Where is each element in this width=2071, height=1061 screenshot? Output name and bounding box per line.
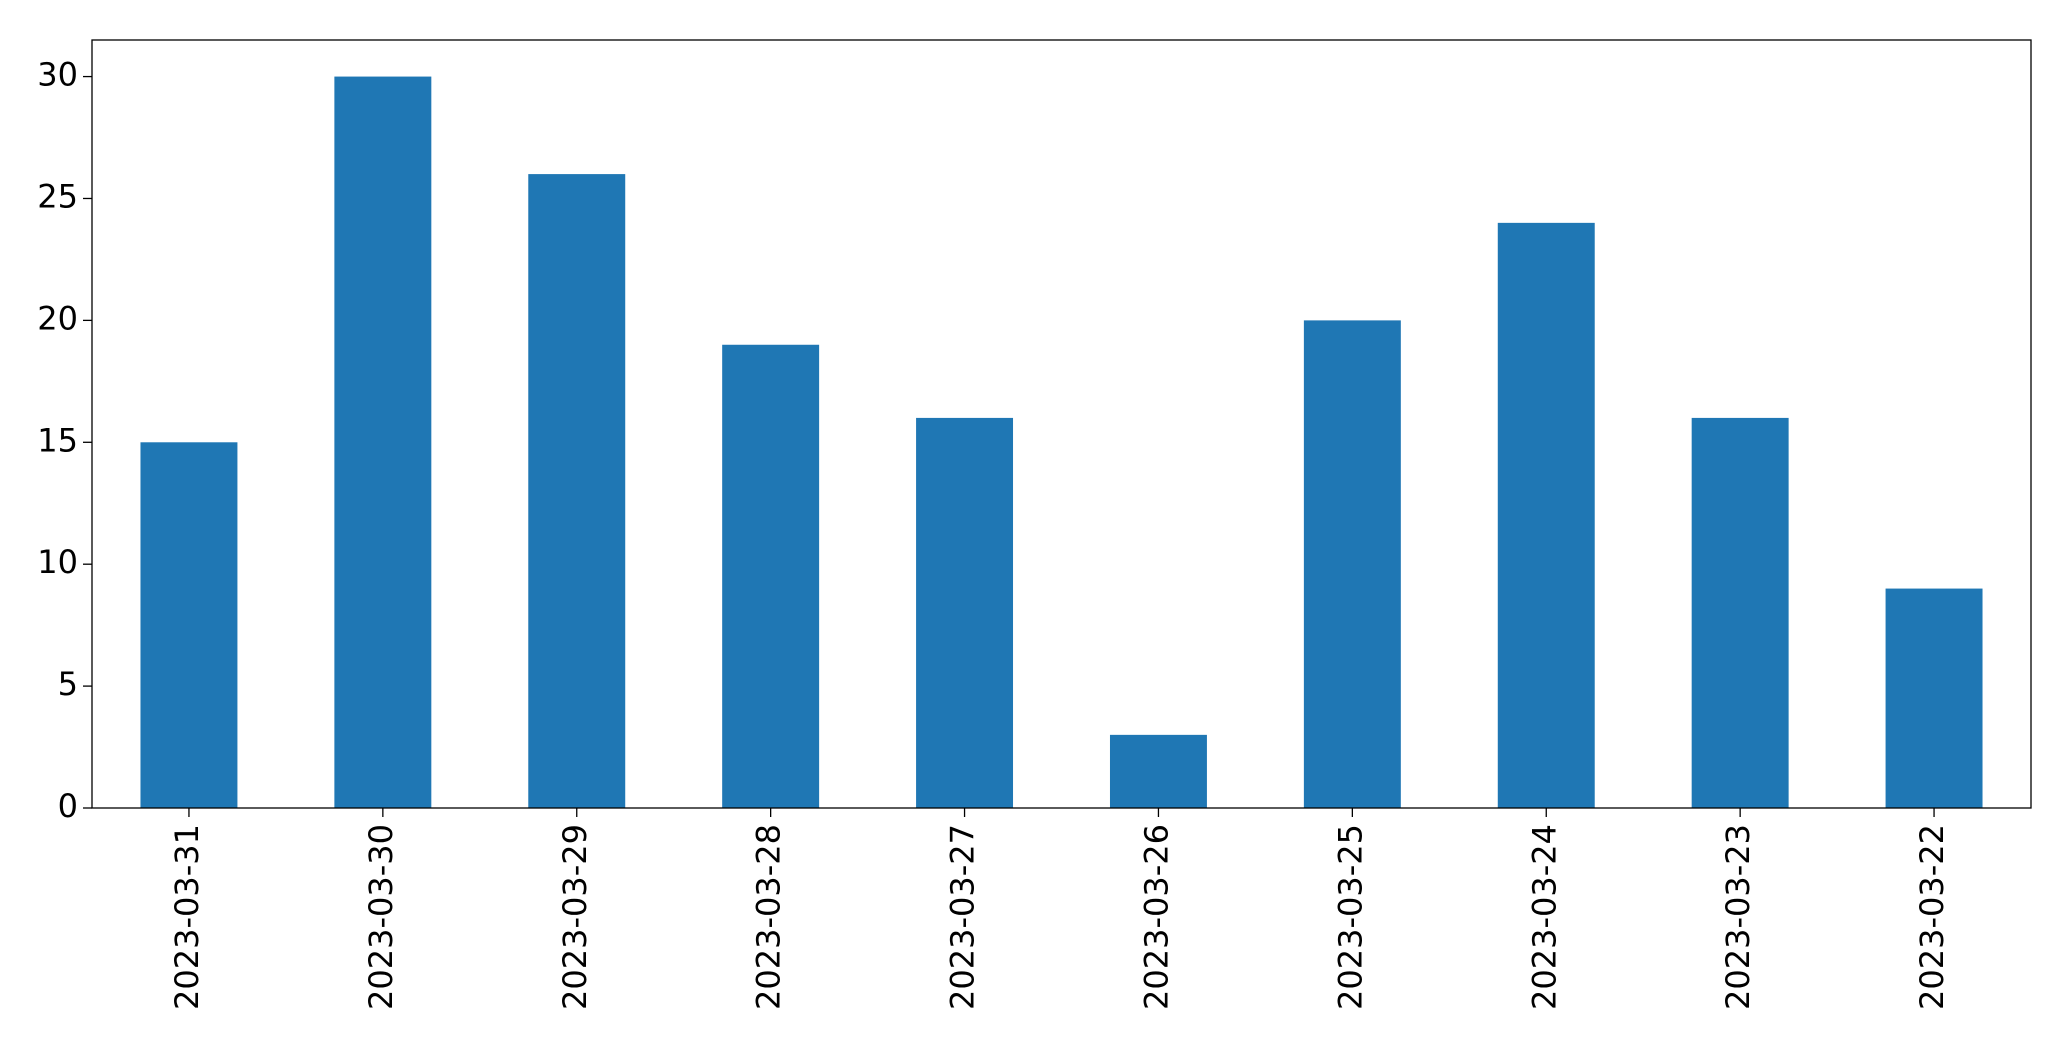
x-tick-label: 2023-03-28 [750, 824, 788, 1010]
bar [140, 442, 238, 808]
x-tick-label: 2023-03-22 [1913, 824, 1951, 1010]
y-tick-label: 20 [37, 299, 78, 337]
plot-frame [91, 39, 2032, 809]
bar [528, 174, 626, 809]
x-tick-label: 2023-03-29 [556, 824, 594, 1010]
x-tick-label: 2023-03-31 [168, 824, 206, 1010]
y-tick-label: 25 [37, 177, 78, 215]
y-tick-label: 15 [37, 421, 78, 459]
y-tick-label: 0 [58, 787, 78, 825]
bar [916, 417, 1014, 808]
bar [722, 344, 820, 808]
bar [1109, 734, 1207, 808]
y-tick-label: 10 [37, 543, 78, 581]
bar [334, 76, 432, 809]
x-tick-label: 2023-03-25 [1331, 824, 1369, 1010]
x-tick-label: 2023-03-30 [362, 824, 400, 1010]
x-tick-label: 2023-03-26 [1137, 824, 1175, 1010]
y-tick-label: 5 [58, 665, 78, 703]
x-tick-label: 2023-03-24 [1525, 824, 1563, 1010]
bar [1497, 222, 1595, 808]
y-tick-label: 30 [37, 56, 78, 94]
bar [1885, 588, 1983, 808]
x-tick-label: 2023-03-27 [944, 824, 982, 1010]
bar [1303, 320, 1401, 808]
bar [1691, 417, 1789, 808]
x-tick-label: 2023-03-23 [1719, 824, 1757, 1010]
